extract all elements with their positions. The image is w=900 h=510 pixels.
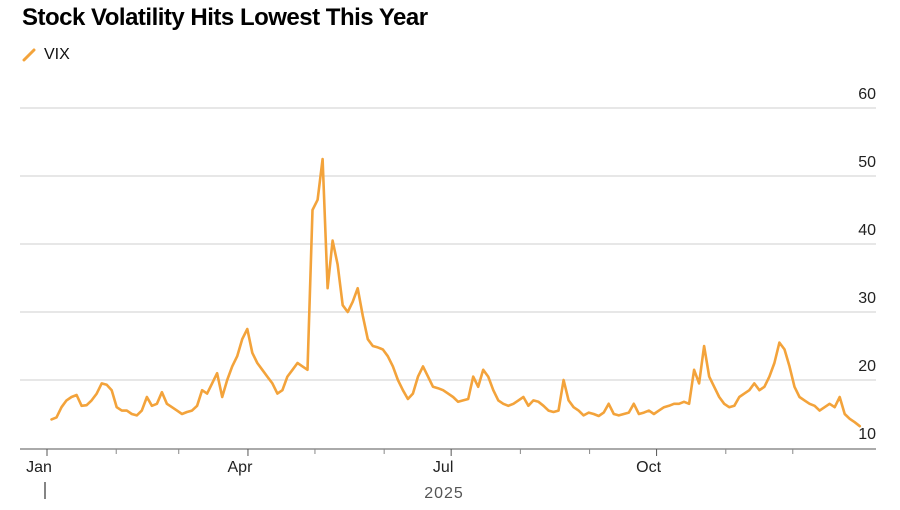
y-tick-label-10: 10 [858,426,876,443]
legend-swatch-vix [22,48,36,62]
x-axis-year-label: 2025 [424,485,464,502]
legend: VIX [22,44,70,66]
series-line-vix [50,157,862,428]
x-tick-label-jan: Jan [26,459,52,476]
y-tick-label-20: 20 [858,358,876,375]
x-tick-label-jul: Jul [433,459,453,476]
y-tick-label-60: 60 [858,86,876,103]
y-tick-label-50: 50 [858,154,876,171]
y-tick-label-40: 40 [858,222,876,239]
legend-label-vix: VIX [44,46,70,63]
y-tick-label-30: 30 [858,290,876,307]
x-tick-label-oct: Oct [636,459,661,476]
x-tick-label-apr: Apr [228,459,254,476]
chart-title: Stock Volatility Hits Lowest This Year [22,4,428,31]
